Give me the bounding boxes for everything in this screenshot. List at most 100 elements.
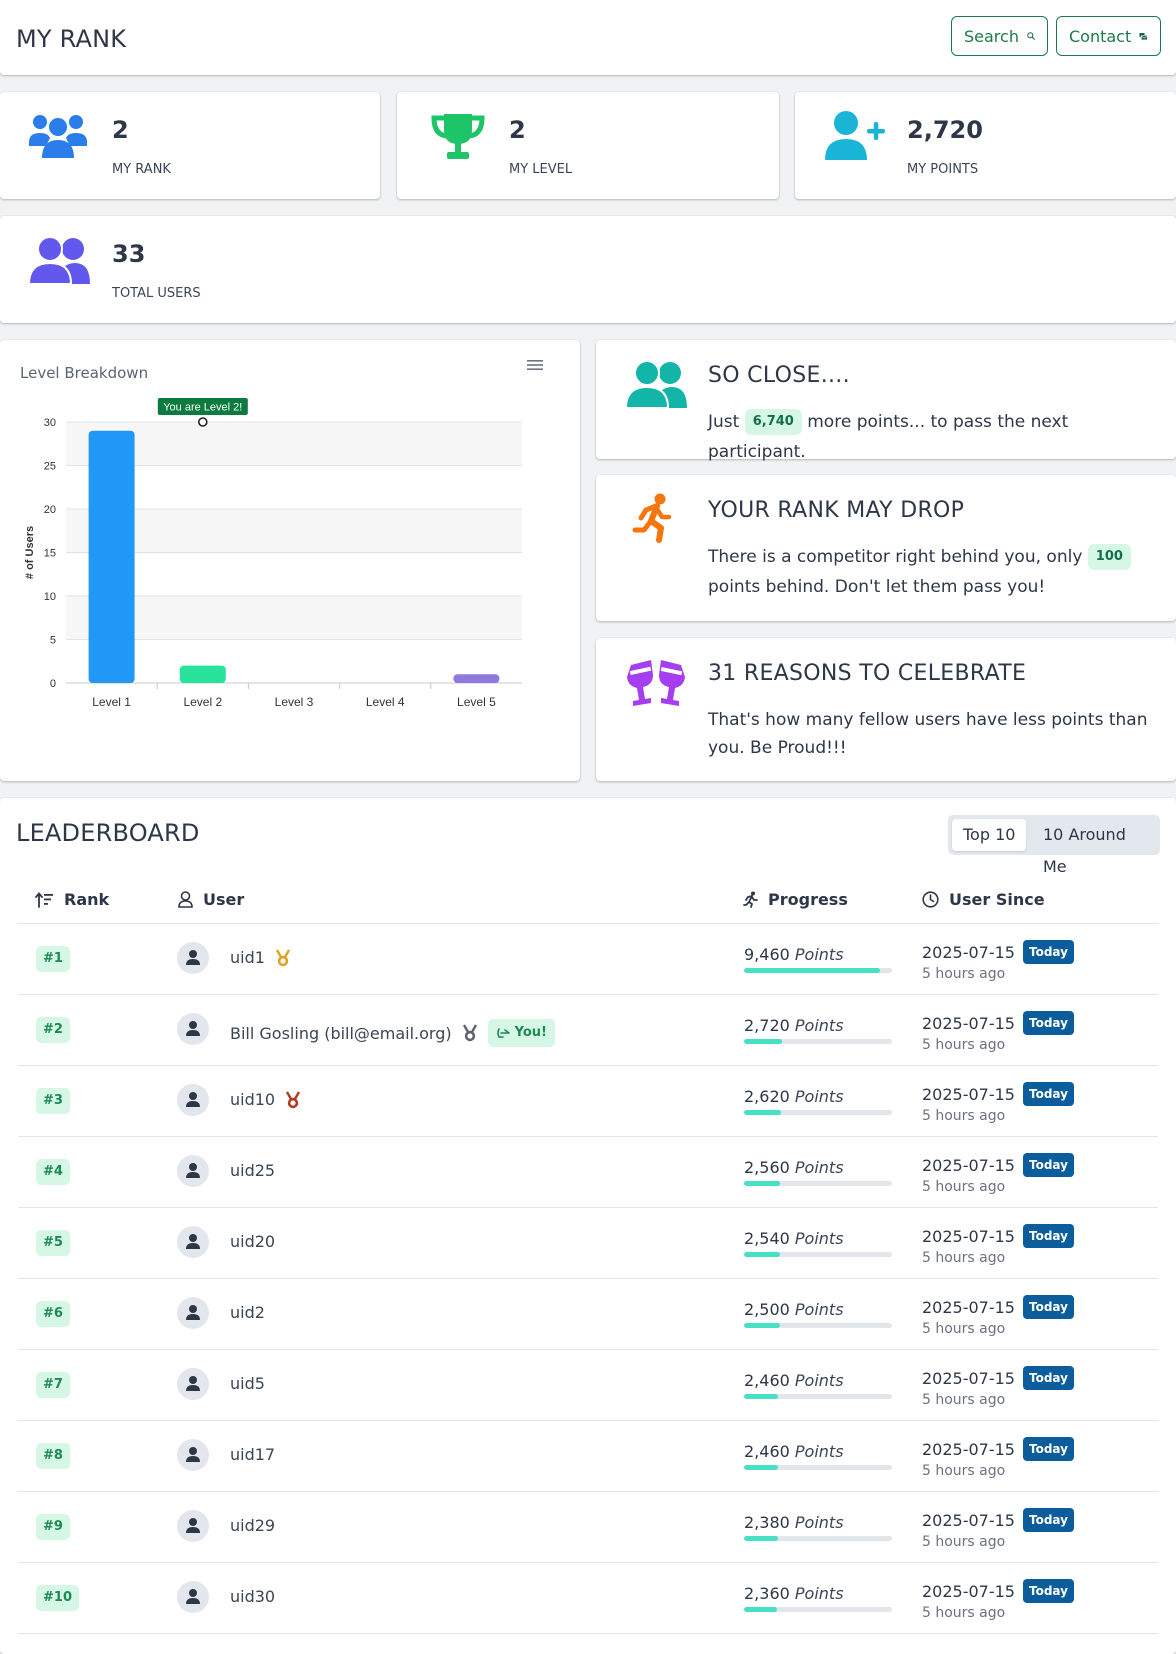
table-row[interactable]: #1 uid1 9,460 Points 2025-07-15 Today <box>18 923 1158 995</box>
user-avatar-icon <box>186 1234 200 1249</box>
user-avatar-icon <box>186 1305 200 1320</box>
info-card-text: That's how many fellow users have less p… <box>708 710 1148 758</box>
chart-title: Level Breakdown <box>20 364 149 382</box>
progress-bar <box>744 1394 892 1399</box>
table-row[interactable]: #7 uid5 2,460 Points 2025-07-15 Today 5 … <box>18 1349 1158 1421</box>
progress-bar-fill <box>744 1110 781 1115</box>
user-name-text: uid10 <box>230 1090 276 1109</box>
points-value: 2,360 Points <box>744 1584 844 1603</box>
avatar <box>177 1155 209 1187</box>
stat-label: TOTAL USERS <box>112 286 201 301</box>
user-since-date: 2025-07-15 <box>922 1581 1015 1601</box>
menu-icon[interactable] <box>527 358 543 372</box>
points-number: 2,560 <box>744 1158 790 1177</box>
info-card-text: Just 6,740 more points... to pass the ne… <box>708 407 1154 467</box>
stat-value: 2 <box>509 116 526 144</box>
trophy-icon <box>431 114 485 159</box>
points-number: 2,380 <box>744 1513 790 1532</box>
points-unit: Points <box>794 1229 844 1248</box>
rank-badge: #7 <box>36 1372 70 1398</box>
stat-card-my-rank: 2 MY RANK <box>0 92 380 199</box>
points-value: 9,460 Points <box>744 945 844 964</box>
search-icon <box>1027 32 1035 40</box>
user-since-relative: 5 hours ago <box>922 1605 1006 1621</box>
column-header-user: User <box>178 890 244 909</box>
points-unit: Points <box>794 1513 844 1532</box>
grid-band <box>66 596 522 640</box>
progress-bar <box>744 1607 892 1612</box>
level-breakdown-card: Level Breakdown 0 5 10 15 20 25 30 # of Users Le… <box>0 340 580 781</box>
y-tick-label: 30 <box>44 417 56 429</box>
progress-bar <box>744 1110 892 1115</box>
user-since: 2025-07-15 Today <box>922 1366 1074 1390</box>
user-since-date: 2025-07-15 <box>922 1155 1015 1175</box>
you-badge: You! <box>487 1019 555 1047</box>
table-row[interactable]: #2 Bill Gosling (bill@email.org) You! 2,… <box>18 994 1158 1066</box>
table-row[interactable]: #3 uid10 2,620 Points 2025-07-15 Today <box>18 1065 1158 1137</box>
table-row[interactable]: #9 uid29 2,380 Points 2025-07-15 Today 5… <box>18 1491 1158 1563</box>
points-unit: Points <box>794 945 844 964</box>
table-row[interactable]: #5 uid20 2,540 Points 2025-07-15 Today 5… <box>18 1207 1158 1279</box>
progress-bar-fill <box>744 1465 779 1470</box>
table-row[interactable]: #10 uid30 2,360 Points 2025-07-15 Today … <box>18 1562 1158 1634</box>
column-header-label: Progress <box>768 890 848 909</box>
info-text-after: more points... to pass the next particip… <box>708 412 1069 462</box>
table-bottom-border <box>18 1633 1158 1634</box>
points-number: 9,460 <box>744 945 790 964</box>
running-person-icon <box>632 493 672 543</box>
user-since-date: 2025-07-15 <box>922 1439 1015 1459</box>
leaderboard-title: LEADERBOARD <box>16 819 200 847</box>
user-name: uid1 <box>230 948 291 967</box>
y-tick-label: 25 <box>44 461 56 473</box>
chart-bar <box>453 674 500 683</box>
points-number: 2,500 <box>744 1300 790 1319</box>
points-value: 2,560 Points <box>744 1158 844 1177</box>
user-since-relative: 5 hours ago <box>922 1037 1006 1053</box>
user-since: 2025-07-15 Today <box>922 1437 1074 1461</box>
progress-bar-fill <box>744 1252 780 1257</box>
info-card-title: 31 REASONS TO CELEBRATE <box>708 661 1027 686</box>
stat-value: 33 <box>112 240 146 268</box>
column-header-rank[interactable]: Rank <box>35 890 109 909</box>
user-avatar-icon <box>186 1092 200 1107</box>
info-card-title: SO CLOSE.... <box>708 363 850 388</box>
today-badge: Today <box>1022 1508 1074 1532</box>
medal-icon <box>286 1090 301 1108</box>
users-icon <box>626 360 687 408</box>
table-row[interactable]: #6 uid2 2,500 Points 2025-07-15 Today 5 … <box>18 1278 1158 1350</box>
annotation-box <box>157 398 248 415</box>
user-since-relative: 5 hours ago <box>922 966 1006 982</box>
contact-button[interactable]: Contact <box>1056 16 1161 56</box>
avatar <box>177 1013 209 1045</box>
today-badge: Today <box>1022 1011 1074 1035</box>
today-badge: Today <box>1022 1082 1074 1106</box>
table-row[interactable]: #8 uid17 2,460 Points 2025-07-15 Today 5… <box>18 1420 1158 1492</box>
points-number: 2,720 <box>744 1016 790 1035</box>
points-needed-pill: 6,740 <box>744 409 802 435</box>
progress-bar-fill <box>744 1394 779 1399</box>
info-card-rank-drop: YOUR RANK MAY DROP There is a competitor… <box>596 475 1176 621</box>
table-row[interactable]: #4 uid25 2,560 Points 2025-07-15 Today 5… <box>18 1136 1158 1208</box>
user-since: 2025-07-15 Today <box>922 1011 1074 1035</box>
rank-badge: #5 <box>36 1230 70 1256</box>
progress-bar <box>744 1536 892 1541</box>
avatar <box>177 1084 209 1116</box>
y-tick-label: 0 <box>50 678 56 690</box>
progress-bar <box>744 968 892 973</box>
avatar <box>177 1581 209 1613</box>
tab-top-10[interactable]: Top 10 <box>952 819 1027 851</box>
search-button[interactable]: Search <box>951 16 1048 56</box>
user-avatar-icon <box>186 1447 200 1462</box>
user-since-date: 2025-07-15 <box>922 1368 1015 1388</box>
search-button-label: Search <box>964 26 1019 46</box>
avatar <box>177 1297 209 1329</box>
stat-card-total-users: 33 TOTAL USERS <box>0 216 1176 323</box>
y-axis-label: # of Users <box>24 526 36 579</box>
column-header-user-since: User Since <box>922 890 1045 909</box>
rank-badge: #6 <box>36 1301 70 1327</box>
progress-bar <box>744 1465 892 1470</box>
info-card-celebrate: 31 REASONS TO CELEBRATE That's how many … <box>596 638 1176 781</box>
points-value: 2,620 Points <box>744 1087 844 1106</box>
stat-value: 2,720 <box>907 116 983 144</box>
tab-10-around-me[interactable]: 10 Around Me <box>1043 825 1126 876</box>
